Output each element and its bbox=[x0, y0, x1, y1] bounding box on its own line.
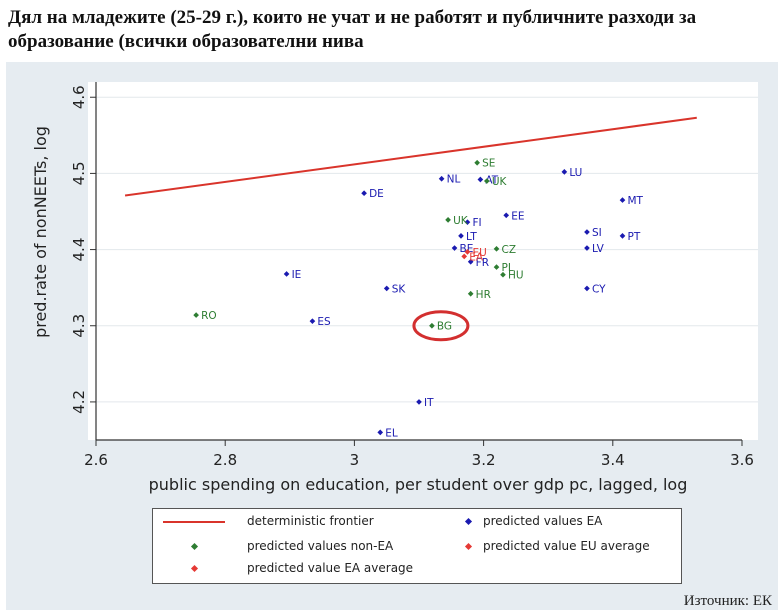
y-tick-label: 4.5 bbox=[70, 161, 88, 185]
point-label-ro: RO bbox=[201, 310, 217, 322]
point-label-hr: HR bbox=[476, 289, 491, 301]
legend-eu-avg-label: predicted value EU average bbox=[483, 539, 650, 553]
legend-non-ea-swatch bbox=[190, 542, 199, 551]
point-label-sk: SK bbox=[392, 283, 407, 295]
point-label-cy: CY bbox=[592, 283, 606, 295]
data-point-el bbox=[377, 429, 384, 436]
point-label-lv: LV bbox=[592, 243, 605, 255]
x-tick-label: 2.6 bbox=[84, 451, 108, 469]
data-point-hu bbox=[500, 271, 506, 278]
legend-ea-avg-swatch bbox=[190, 564, 199, 573]
point-label-fi: FI bbox=[472, 217, 481, 229]
bg-highlight-ellipse bbox=[412, 310, 470, 342]
legend-frontier-label: deterministic frontier bbox=[247, 514, 374, 528]
point-label-lt: LT bbox=[466, 231, 477, 243]
deterministic-frontier-line bbox=[124, 116, 697, 197]
data-point-uk bbox=[445, 217, 451, 223]
legend-non-ea-label: predicted values non-EA bbox=[247, 539, 394, 553]
data-point-de bbox=[361, 190, 367, 197]
data-point-uk bbox=[484, 178, 490, 184]
data-point-hr bbox=[467, 290, 474, 297]
legend-ea-swatch bbox=[464, 517, 473, 526]
data-point-se bbox=[474, 159, 480, 166]
legend-ea-avg-label: predicted value EA average bbox=[247, 561, 414, 575]
y-tick-label: 4.3 bbox=[70, 314, 88, 338]
point-label-cz: CZ bbox=[502, 244, 517, 256]
data-point-ee bbox=[503, 212, 510, 219]
point-label-lu: LU bbox=[569, 167, 582, 179]
legend-ea-label: predicted values EA bbox=[483, 514, 603, 528]
point-label-pt: PT bbox=[627, 231, 640, 243]
data-point-mt bbox=[619, 197, 626, 203]
point-label-el: EL bbox=[385, 427, 398, 439]
data-point-at bbox=[477, 176, 484, 183]
point-label-es: ES bbox=[317, 316, 331, 328]
data-point-eu bbox=[464, 249, 471, 255]
data-point-fr bbox=[467, 258, 474, 265]
point-label-it: IT bbox=[424, 397, 434, 409]
point-label-ie: IE bbox=[292, 269, 302, 281]
point-label-ee: EE bbox=[511, 210, 524, 222]
point-label-nl: NL bbox=[447, 174, 461, 186]
legend-eu-avg-swatch bbox=[464, 542, 473, 551]
data-point-sk bbox=[383, 285, 390, 292]
data-point-lu bbox=[561, 169, 568, 175]
data-point-pl bbox=[493, 264, 500, 270]
data-point-cy bbox=[584, 285, 590, 292]
data-point-es bbox=[309, 318, 316, 325]
data-point-cz bbox=[493, 245, 500, 252]
data-point-lv bbox=[584, 245, 590, 251]
point-label-pl: PL bbox=[502, 262, 514, 274]
point-label-uk: UK bbox=[492, 176, 508, 188]
plot-area bbox=[88, 82, 758, 440]
data-point-ie bbox=[283, 271, 290, 277]
x-tick-label: 3.4 bbox=[601, 451, 625, 469]
y-axis-label: pred.rate of nonNEETs, log bbox=[31, 126, 50, 338]
legend: deterministic frontier predicted values … bbox=[152, 508, 682, 584]
point-label-se: SE bbox=[482, 158, 495, 170]
x-axis-label: public spending on education, per studen… bbox=[149, 475, 688, 494]
data-point-ro bbox=[193, 312, 199, 318]
point-label-si: SI bbox=[592, 227, 602, 239]
point-label-at: AT bbox=[485, 174, 498, 186]
point-label-mt: MT bbox=[627, 195, 643, 207]
y-tick-label: 4.2 bbox=[70, 390, 88, 414]
point-label-hu: HU bbox=[508, 270, 524, 282]
data-point-fi bbox=[464, 219, 471, 225]
data-point-be bbox=[451, 245, 458, 251]
data-point-pt bbox=[619, 233, 626, 239]
point-label-fr: FR bbox=[476, 257, 489, 269]
y-tick-label: 4.6 bbox=[70, 85, 88, 109]
x-tick-label: 3.6 bbox=[730, 451, 754, 469]
point-label-eu: EU bbox=[472, 247, 486, 259]
data-point-lt bbox=[458, 233, 464, 239]
point-label-de: DE bbox=[369, 188, 384, 200]
data-point-si bbox=[584, 229, 590, 235]
point-label-bg: BG bbox=[437, 321, 452, 333]
legend-frontier-swatch bbox=[163, 521, 225, 523]
data-point-nl bbox=[438, 175, 445, 182]
y-tick-label: 4.4 bbox=[70, 238, 88, 262]
data-point-it bbox=[416, 399, 422, 405]
x-tick-label: 2.8 bbox=[213, 451, 237, 469]
point-label-uk: UK bbox=[453, 215, 469, 227]
x-tick-label: 3 bbox=[350, 451, 360, 469]
x-tick-label: 3.2 bbox=[472, 451, 496, 469]
data-point-ea bbox=[461, 253, 468, 260]
chart-title: Дял на младежите (25-29 г.), които не уч… bbox=[8, 7, 697, 52]
data-point-bg bbox=[429, 322, 435, 329]
point-label-ea: EA bbox=[469, 251, 484, 263]
source-note: Източник: ЕК bbox=[683, 593, 772, 609]
